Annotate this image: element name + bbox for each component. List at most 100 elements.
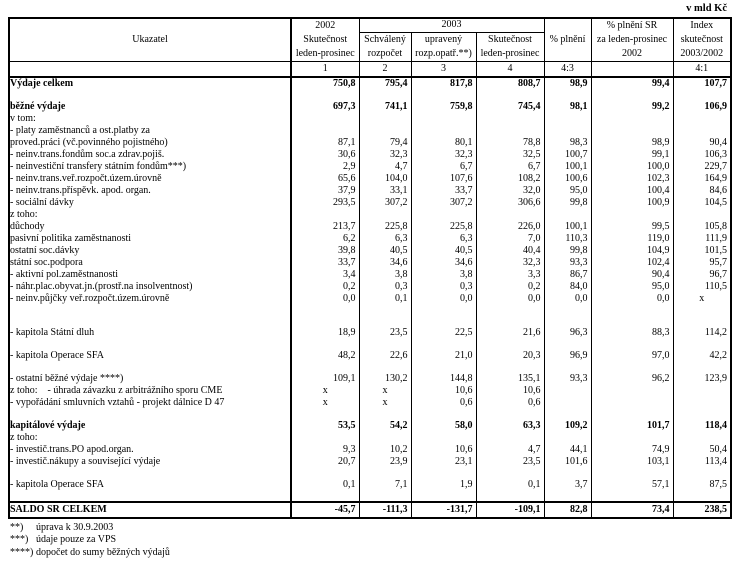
cell-value: 6,7: [410, 160, 476, 173]
table-row: běžné výdaje 697,3 741,1 759,8 745,4 98,1 99,2…: [9, 100, 731, 113]
cell-value: 110,3: [543, 232, 591, 245]
cell-value: 103,1: [590, 455, 673, 468]
cell-value: x: [672, 292, 731, 305]
cell-value: [358, 208, 411, 221]
cell-value: [410, 361, 476, 373]
header-numbers-row: 1 2 3 4 4:3 4:1: [8, 61, 732, 78]
cell-value: 6,2: [290, 232, 359, 245]
cell-value: [358, 361, 411, 373]
cell-value: 32,3: [475, 256, 544, 269]
cell-value: 98,9: [590, 136, 673, 149]
cell-value: [672, 89, 731, 101]
table-row: - kapitola Operace SFA 0,1 7,1 1,9 0,1 3,7 57,…: [9, 478, 731, 491]
cell-value: [672, 396, 731, 409]
cell-value: [672, 408, 731, 420]
cell-value: 98,3: [543, 136, 591, 149]
cell-value: 107,6: [410, 172, 476, 185]
cell-value: 99,2: [590, 100, 673, 113]
header-line: skutečnost: [680, 34, 723, 45]
table-row: - náhr.plac.obyvat.jn.(prostř.na insolve…: [9, 280, 731, 293]
cell-value: 0,1: [358, 292, 411, 305]
row-label: [9, 468, 291, 479]
column-number: 1: [290, 61, 360, 78]
row-label: SALDO SR CELKEM: [9, 500, 291, 518]
table-row: - investič.trans.PO apod.organ. 9,3 10,2 10…: [9, 443, 731, 456]
header-line: rozpočet: [367, 47, 403, 59]
cell-value: 79,4: [358, 136, 411, 149]
table-row: v tom:: [9, 112, 731, 125]
cell-value: [543, 89, 591, 101]
cell-value: [590, 408, 673, 420]
row-label: - neinvestiční transfery státním fondům*…: [10, 160, 187, 172]
table-row: - neinv.trans.fondům soc.a zdrav.pojiš. 3…: [9, 148, 731, 161]
cell-value: 104,9: [590, 244, 673, 257]
cell-value: [672, 431, 731, 444]
saldo-row: SALDO SR CELKEM -45,7 -111,3 -131,7 -109,1 82…: [9, 500, 731, 518]
cell-value: 23,5: [475, 455, 544, 468]
header-skutecnost-2003: Skutečnost leden-prosinec: [475, 31, 545, 63]
cell-value: 84,6: [672, 184, 731, 197]
cell-value: 7,0: [475, 232, 544, 245]
cell-value: 7,1: [358, 478, 411, 491]
table-row: - neinvestiční transfery státním fondům*…: [9, 160, 731, 173]
footnote-mark: **): [10, 521, 24, 533]
footnote-line: **) úprava k 30.9.2003: [10, 522, 739, 535]
cell-value: [543, 467, 591, 479]
cell-value: [543, 361, 591, 373]
cell-value: 0,3: [410, 280, 476, 293]
cell-value: [358, 408, 411, 420]
cell-value: 23,5: [358, 326, 411, 339]
row-label: Výdaje celkem: [10, 77, 74, 89]
header-upraveny-rozpocet: upravený rozp.opatř.**): [410, 31, 477, 63]
cell-value: [290, 467, 359, 479]
row-label: z toho:: [10, 208, 38, 220]
cell-value: 86,7: [543, 268, 591, 281]
footnote-mark: ***): [10, 534, 29, 545]
cell-value: [358, 338, 411, 350]
cell-value: 40,5: [358, 244, 411, 257]
header-line: leden-prosinec: [480, 47, 540, 59]
cell-value: 96,7: [672, 268, 731, 281]
cell-value: 3,8: [410, 268, 476, 281]
cell-value: [543, 384, 591, 397]
cell-value: 95,0: [590, 280, 673, 293]
cell-value: 0,0: [543, 292, 591, 305]
cell-value: [590, 361, 673, 373]
cell-value: 44,1: [543, 443, 591, 456]
row-label: - kapitola Operace SFA: [10, 478, 104, 490]
row-label: - kapitola Státní dluh: [10, 326, 95, 338]
cell-value: 3,4: [290, 268, 359, 281]
row-label: [9, 339, 291, 350]
cell-value: [672, 112, 731, 125]
cell-value: 40,4: [475, 244, 544, 257]
row-label: - neinv.trans.fondům soc.a zdrav.pojiš.: [10, 148, 165, 160]
units-label: v mld Kč: [686, 3, 727, 14]
row-label: proved.práci (vč.povinného pojistného): [10, 136, 168, 148]
footnote-text: úprava k 30.9.2003: [36, 521, 114, 533]
cell-value: -131,7: [410, 500, 476, 518]
footnote-line: ****) dopočet do sumy běžných výdajů: [10, 547, 739, 560]
cell-value: 32,3: [358, 148, 411, 161]
cell-value: x: [358, 396, 411, 409]
cell-value: 114,2: [672, 326, 731, 339]
cell-value: 110,5: [672, 280, 731, 293]
cell-value: 20,3: [475, 349, 544, 362]
cell-value: [475, 338, 544, 350]
cell-value: [358, 112, 411, 125]
cell-value: [410, 490, 476, 502]
spacer-row: [9, 338, 731, 350]
cell-value: 225,8: [410, 220, 476, 233]
footnotes: **) úprava k 30.9.2003 ***) údaje pouze za…: [10, 522, 739, 560]
cell-value: 3,8: [358, 268, 411, 281]
cell-value: [410, 304, 476, 327]
cell-value: 99,8: [543, 244, 591, 257]
cell-value: 22,6: [358, 349, 411, 362]
cell-value: [410, 89, 476, 101]
cell-value: 39,8: [290, 244, 359, 257]
cell-value: 0,6: [475, 396, 544, 409]
cell-value: [410, 124, 476, 137]
cell-value: 90,4: [590, 268, 673, 281]
footnote-mark: ****): [10, 546, 34, 558]
cell-value: [543, 408, 591, 420]
row-label: [9, 409, 291, 420]
